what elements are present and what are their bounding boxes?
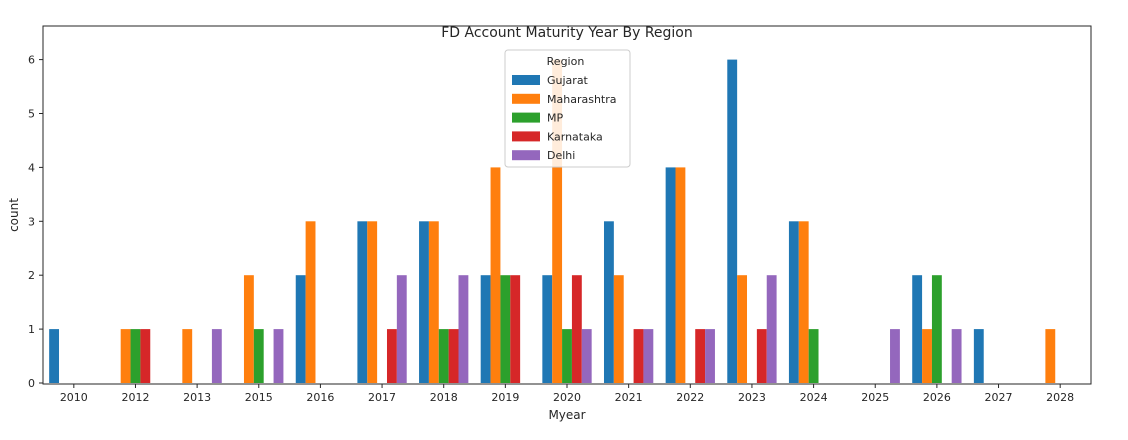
y-tick-label: 3	[28, 215, 35, 228]
bar-delhi-2017	[396, 275, 407, 383]
bar-delhi-2015	[273, 329, 284, 383]
y-axis: 0 1 2 3 4 5 6	[28, 54, 43, 390]
x-tick-label: 2020	[553, 391, 581, 404]
bar-gujarat-2017	[357, 221, 368, 383]
legend-swatch-karnataka	[512, 131, 540, 142]
x-tick-label: 2012	[121, 391, 149, 404]
bar-gujarat-2027	[973, 329, 984, 383]
bar-delhi-2013	[211, 329, 222, 383]
x-tick-label: 2022	[676, 391, 704, 404]
x-axis: 2010 2012 2013 2015 2016 2017 2018 2019 2020 2021…	[60, 384, 1074, 404]
y-axis-label: count	[7, 198, 21, 232]
x-tick-label: 2010	[60, 391, 88, 404]
x-tick-label: 2019	[491, 391, 519, 404]
bar-gujarat-2019	[480, 275, 491, 383]
legend-title: Region	[547, 55, 585, 68]
x-axis-label: Myear	[548, 408, 585, 422]
bar-karnataka-2012	[140, 329, 151, 383]
bar-karnataka-2023	[756, 329, 767, 383]
legend-swatch-delhi	[512, 150, 540, 161]
bars-layer	[49, 59, 1056, 383]
legend-label-maharashtra: Maharashtra	[547, 93, 617, 106]
bar-maharashtra-2026	[922, 329, 932, 383]
bar-mp-2026	[931, 275, 942, 383]
bar-maharashtra-2017	[367, 221, 378, 383]
x-tick-label: 2026	[923, 391, 951, 404]
bar-maharashtra-2016	[305, 221, 316, 383]
bar-gujarat-2021	[603, 221, 614, 383]
bar-maharashtra-2024	[798, 221, 809, 383]
bar-mp-2024	[808, 329, 819, 383]
bar-maharashtra-2023	[737, 275, 748, 383]
y-tick-label: 0	[28, 377, 35, 390]
bar-mp-2018	[438, 329, 449, 383]
legend-label-gujarat: Gujarat	[547, 74, 589, 87]
bar-mp-2020	[562, 329, 572, 383]
x-tick-label: 2013	[183, 391, 211, 404]
x-tick-label: 2016	[306, 391, 334, 404]
bar-maharashtra-2015	[243, 275, 254, 383]
bar-delhi-2023	[766, 275, 777, 383]
chart-title: FD Account Maturity Year By Region	[441, 25, 693, 41]
y-tick-label: 6	[28, 54, 35, 67]
legend-label-delhi: Delhi	[547, 149, 575, 162]
legend-label-karnataka: Karnataka	[547, 130, 603, 143]
bar-maharashtra-2013	[182, 329, 193, 383]
bar-gujarat-2022	[665, 167, 676, 383]
bar-gujarat-2016	[295, 275, 306, 383]
bar-maharashtra-2019	[490, 167, 501, 383]
legend: Region Gujarat Maharashtra MP Karnataka Delhi	[504, 49, 631, 168]
x-tick-label: 2018	[430, 391, 458, 404]
bar-karnataka-2018	[448, 329, 459, 383]
bar-gujarat-2010	[49, 329, 60, 383]
bar-delhi-2022	[705, 329, 715, 383]
bar-gujarat-2024	[788, 221, 799, 383]
x-tick-label: 2027	[985, 391, 1013, 404]
x-tick-label: 2028	[1046, 391, 1074, 404]
bar-delhi-2018	[458, 275, 469, 383]
bar-mp-2019	[500, 275, 511, 383]
x-tick-label: 2015	[245, 391, 273, 404]
bar-karnataka-2020	[571, 275, 582, 383]
legend-label-mp: MP	[547, 112, 563, 125]
bar-karnataka-2017	[386, 329, 397, 383]
legend-swatch-mp	[512, 112, 540, 123]
y-tick-label: 2	[28, 269, 35, 282]
bar-gujarat-2018	[419, 221, 429, 383]
bar-karnataka-2021	[633, 329, 644, 383]
bar-maharashtra-2022	[675, 167, 686, 383]
bar-gujarat-2020	[542, 275, 553, 383]
legend-swatch-gujarat	[512, 75, 540, 85]
legend-swatch-maharashtra	[512, 93, 540, 104]
bar-karnataka-2022	[695, 329, 706, 383]
x-tick-label: 2024	[800, 391, 828, 404]
x-tick-label: 2025	[861, 391, 889, 404]
bar-karnataka-2019	[510, 275, 521, 383]
y-tick-label: 5	[28, 108, 35, 121]
y-tick-label: 1	[28, 323, 35, 336]
bar-mp-2012	[130, 329, 141, 383]
bar-delhi-2026	[951, 329, 962, 383]
bar-gujarat-2023	[727, 59, 738, 383]
bar-maharashtra-2012	[120, 329, 131, 383]
x-tick-label: 2021	[615, 391, 643, 404]
bar-delhi-2025	[890, 329, 900, 383]
y-tick-label: 4	[28, 161, 35, 174]
bar-maharashtra-2018	[428, 221, 439, 383]
bar-delhi-2020	[581, 329, 592, 383]
bar-maharashtra-2021	[613, 275, 624, 383]
bar-delhi-2021	[643, 329, 654, 383]
x-tick-label: 2017	[368, 391, 396, 404]
x-tick-label: 2023	[738, 391, 766, 404]
bar-maharashtra-2020	[552, 59, 563, 383]
bar-gujarat-2026	[912, 275, 923, 383]
bar-mp-2015	[253, 329, 264, 383]
bar-maharashtra-2028	[1045, 329, 1056, 383]
